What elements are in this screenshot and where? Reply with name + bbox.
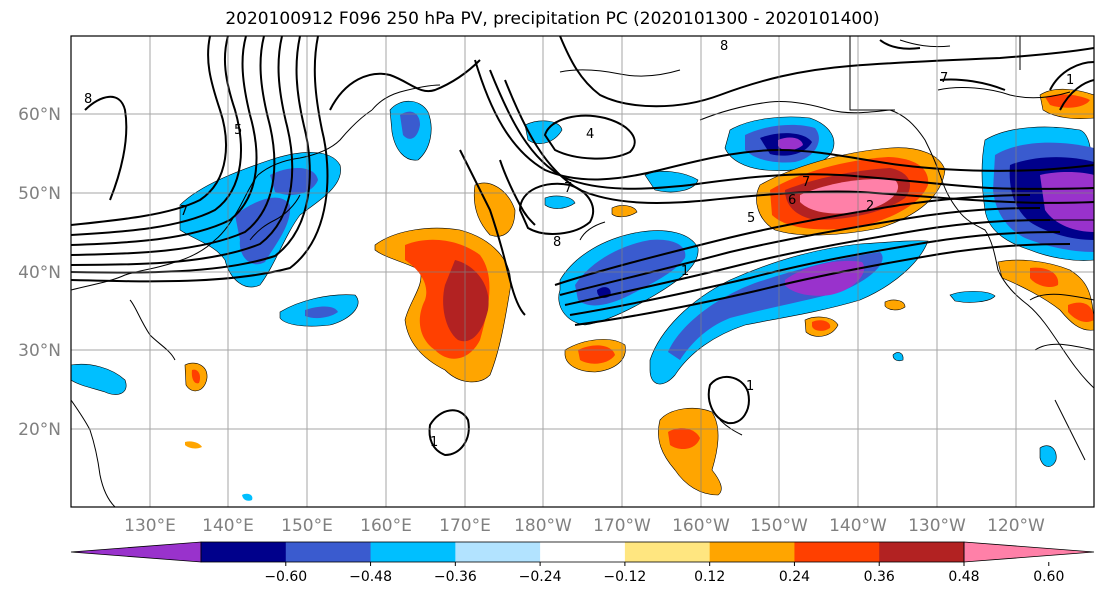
lon-label: 150°E <box>281 516 333 536</box>
colorbar-tick-label: 0.24 <box>779 569 810 585</box>
colorbar-tick-label: 0.36 <box>864 569 895 585</box>
lon-label: 130°E <box>124 516 176 536</box>
colorbar-swatch <box>201 542 287 562</box>
contour-labels: 8 4 7 8 7 2 5 6 7 1 1 1 8 7 1 5 <box>84 39 1074 450</box>
lat-label: 30°N <box>18 341 61 361</box>
lon-label: 170°E <box>439 516 491 536</box>
contour-label: 7 <box>564 181 572 196</box>
lon-label: 140°E <box>202 516 254 536</box>
lon-label: 170°W <box>593 516 651 536</box>
lon-label: 150°W <box>750 516 808 536</box>
contour-label: 8 <box>84 92 92 107</box>
contour-label: 1 <box>1066 73 1074 88</box>
colorbar-tick-label: −0.24 <box>519 569 562 585</box>
lat-label: 50°N <box>18 184 61 204</box>
contour-label: 7 <box>940 71 948 86</box>
map-title: 2020100912 F096 250 hPa PV, precipitatio… <box>225 9 880 29</box>
lat-label: 40°N <box>18 263 61 283</box>
colorbar-tick-label: 0.12 <box>694 569 725 585</box>
colorbar-labels: −0.60 −0.48 −0.36 −0.24 −0.12 0.12 0.24 0.36 0.4… <box>264 562 1064 585</box>
contour-label: 5 <box>234 123 242 138</box>
lon-label: 140°W <box>829 516 887 536</box>
contour-label: 6 <box>788 193 796 208</box>
colorbar-swatch <box>370 542 456 562</box>
colorbar-swatch <box>624 542 711 562</box>
coastlines <box>71 36 1094 507</box>
map-area: 8 4 7 8 7 2 5 6 7 1 1 1 8 7 1 5 <box>71 36 1094 507</box>
colorbar-swatch <box>455 542 541 562</box>
contour-label: 7 <box>802 175 810 190</box>
contour-label: 7 <box>180 204 188 219</box>
colorbar-swatch <box>285 542 372 562</box>
lon-label: 160°W <box>672 516 730 536</box>
colorbar-tick-label: −0.36 <box>434 569 477 585</box>
contour-label: 8 <box>720 39 728 54</box>
colorbar-extend-high <box>963 541 1095 563</box>
lat-axis: 60°N 50°N 40°N 30°N 20°N <box>18 105 61 440</box>
contour-label: 5 <box>747 211 755 226</box>
colorbar-outline <box>200 541 965 563</box>
colorbar-tick-label: 0.48 <box>948 569 979 585</box>
colorbar-tick-label: −0.48 <box>349 569 392 585</box>
lon-label: 120°W <box>987 516 1045 536</box>
lon-label: 130°W <box>908 516 966 536</box>
lat-label: 60°N <box>18 105 61 125</box>
pv-contours <box>71 36 1094 457</box>
contour-label: 4 <box>586 127 594 142</box>
colorbar-swatch <box>794 542 880 562</box>
colorbar-extend-low <box>70 541 202 563</box>
colorbar-swatch <box>709 542 795 562</box>
colorbar-tick-label: −0.12 <box>603 569 646 585</box>
colorbar-swatch <box>879 542 965 562</box>
contour-label: 2 <box>866 199 874 214</box>
colorbar-tick-label: −0.60 <box>264 569 307 585</box>
colorbar-swatch <box>540 542 626 562</box>
lat-label: 20°N <box>18 420 61 440</box>
contour-label: 1 <box>746 379 754 394</box>
lon-label: 180°W <box>514 516 572 536</box>
graticule <box>71 36 1094 507</box>
colorbar <box>70 541 1095 563</box>
colorbar-tick-label: 0.60 <box>1033 569 1064 585</box>
map-frame <box>70 35 1095 508</box>
contour-label: 8 <box>553 235 561 250</box>
contour-label: 1 <box>681 264 689 279</box>
contour-label: 1 <box>430 435 438 450</box>
lon-label: 160°E <box>360 516 412 536</box>
lon-axis: 130°E 140°E 150°E 160°E 170°E 180°W 170°… <box>124 516 1045 536</box>
